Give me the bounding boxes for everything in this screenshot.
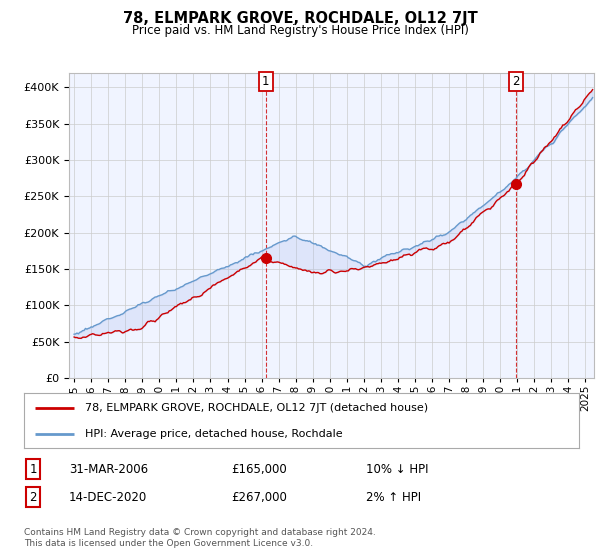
Text: 1: 1 (29, 463, 37, 476)
Text: 2: 2 (512, 75, 520, 88)
Text: Price paid vs. HM Land Registry's House Price Index (HPI): Price paid vs. HM Land Registry's House … (131, 24, 469, 37)
Text: £267,000: £267,000 (231, 491, 287, 504)
Text: 14-DEC-2020: 14-DEC-2020 (69, 491, 147, 504)
Text: 2% ↑ HPI: 2% ↑ HPI (366, 491, 421, 504)
Text: 78, ELMPARK GROVE, ROCHDALE, OL12 7JT: 78, ELMPARK GROVE, ROCHDALE, OL12 7JT (122, 11, 478, 26)
Text: 10% ↓ HPI: 10% ↓ HPI (366, 463, 428, 476)
Text: Contains HM Land Registry data © Crown copyright and database right 2024.
This d: Contains HM Land Registry data © Crown c… (24, 528, 376, 548)
Text: £165,000: £165,000 (231, 463, 287, 476)
Text: 31-MAR-2006: 31-MAR-2006 (69, 463, 148, 476)
Text: HPI: Average price, detached house, Rochdale: HPI: Average price, detached house, Roch… (85, 430, 343, 439)
Text: 1: 1 (262, 75, 269, 88)
Text: 2: 2 (29, 491, 37, 504)
Text: 78, ELMPARK GROVE, ROCHDALE, OL12 7JT (detached house): 78, ELMPARK GROVE, ROCHDALE, OL12 7JT (d… (85, 404, 428, 413)
